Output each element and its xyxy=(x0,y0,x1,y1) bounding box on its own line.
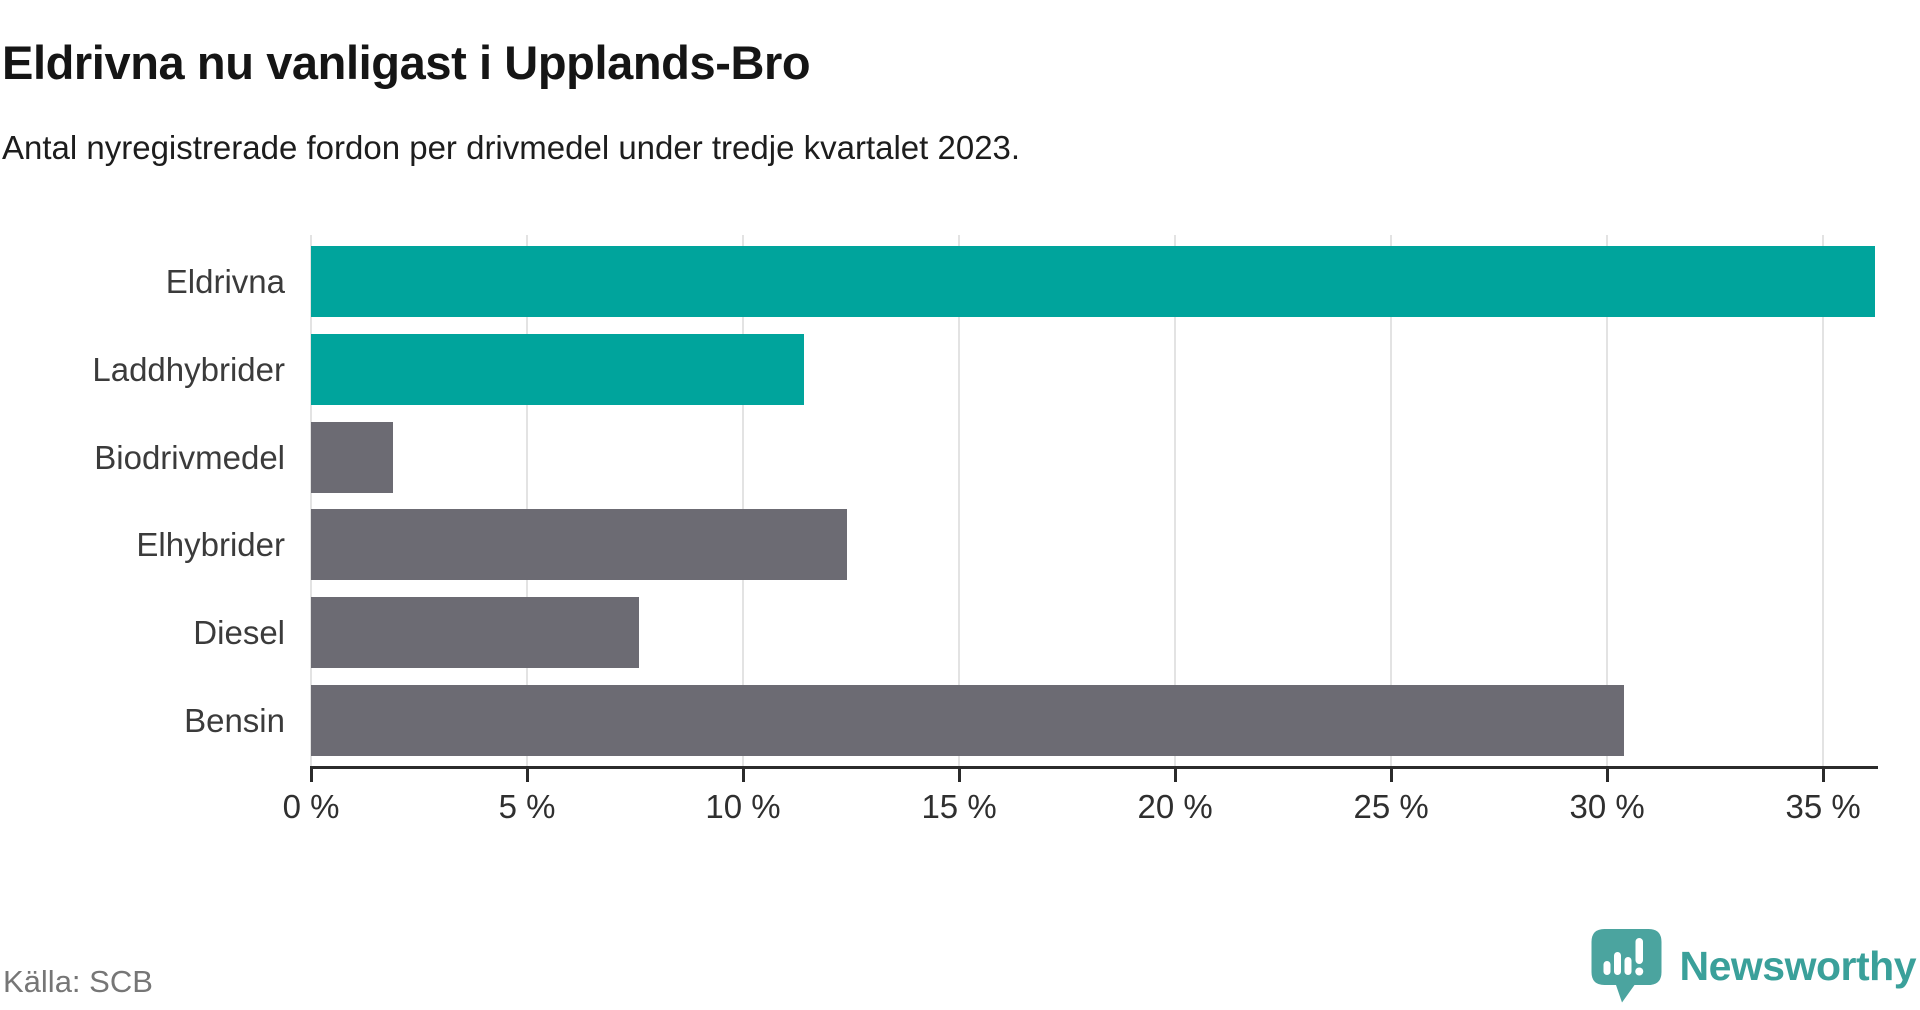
category-label: Elhybrider xyxy=(136,526,285,564)
bar-eldrivna xyxy=(311,246,1875,317)
axis-tick xyxy=(309,769,313,782)
axis-tick-label: 30 % xyxy=(1569,788,1645,825)
axis-tick xyxy=(1605,769,1609,782)
category-axis-labels: Eldrivna Laddhybrider Biodrivmedel Elhybrid… xyxy=(0,235,285,766)
gridline xyxy=(1390,235,1393,766)
brand-wordmark: Newsworthy xyxy=(1679,942,1917,989)
bar-chart-plot: 0 % 5 % 10 % 15 % 20 % 25 % 30 % 35 % xyxy=(283,235,1878,825)
axis-tick xyxy=(525,769,529,782)
category-label: Laddhybrider xyxy=(92,350,285,388)
axis-tick-label: 0 % xyxy=(282,788,340,825)
source-note: Källa: SCB xyxy=(3,964,153,999)
axis-tick-label: 15 % xyxy=(921,788,997,825)
gridline xyxy=(1606,235,1609,766)
axis-tick xyxy=(1173,769,1177,782)
category-label: Biodrivmedel xyxy=(94,438,285,476)
chart-title: Eldrivna nu vanligast i Upplands-Bro xyxy=(2,36,811,90)
axis-tick xyxy=(741,769,745,782)
bar-biodrivmedel xyxy=(311,421,394,493)
x-axis-line xyxy=(310,766,1878,769)
category-label: Bensin xyxy=(184,701,285,739)
axis-tick-label: 25 % xyxy=(1353,788,1429,825)
axis-tick-label: 35 % xyxy=(1785,788,1861,825)
newsworthy-speech-bubble-chart-icon xyxy=(1591,929,1661,1003)
axis-tick-label: 20 % xyxy=(1137,788,1213,825)
axis-tick-label: 5 % xyxy=(498,788,556,825)
bar-elhybrider xyxy=(311,509,847,581)
brand: Newsworthy xyxy=(1587,928,1917,1004)
gridline xyxy=(742,235,745,766)
gridline xyxy=(1822,235,1825,766)
category-label: Diesel xyxy=(193,614,285,652)
axis-tick xyxy=(1821,769,1825,782)
bar-laddhybrider xyxy=(311,333,804,405)
bar-bensin xyxy=(311,684,1625,756)
category-label: Eldrivna xyxy=(165,263,285,300)
axis-tick-label: 10 % xyxy=(705,788,781,825)
gridline xyxy=(310,235,312,766)
bar-diesel xyxy=(311,597,640,669)
gridline xyxy=(526,235,529,766)
chart-subtitle: Antal nyregistrerade fordon per drivmede… xyxy=(2,129,1021,166)
gridline xyxy=(1174,235,1177,766)
gridline xyxy=(958,235,961,766)
axis-tick xyxy=(957,769,961,782)
axis-tick xyxy=(1389,769,1393,782)
